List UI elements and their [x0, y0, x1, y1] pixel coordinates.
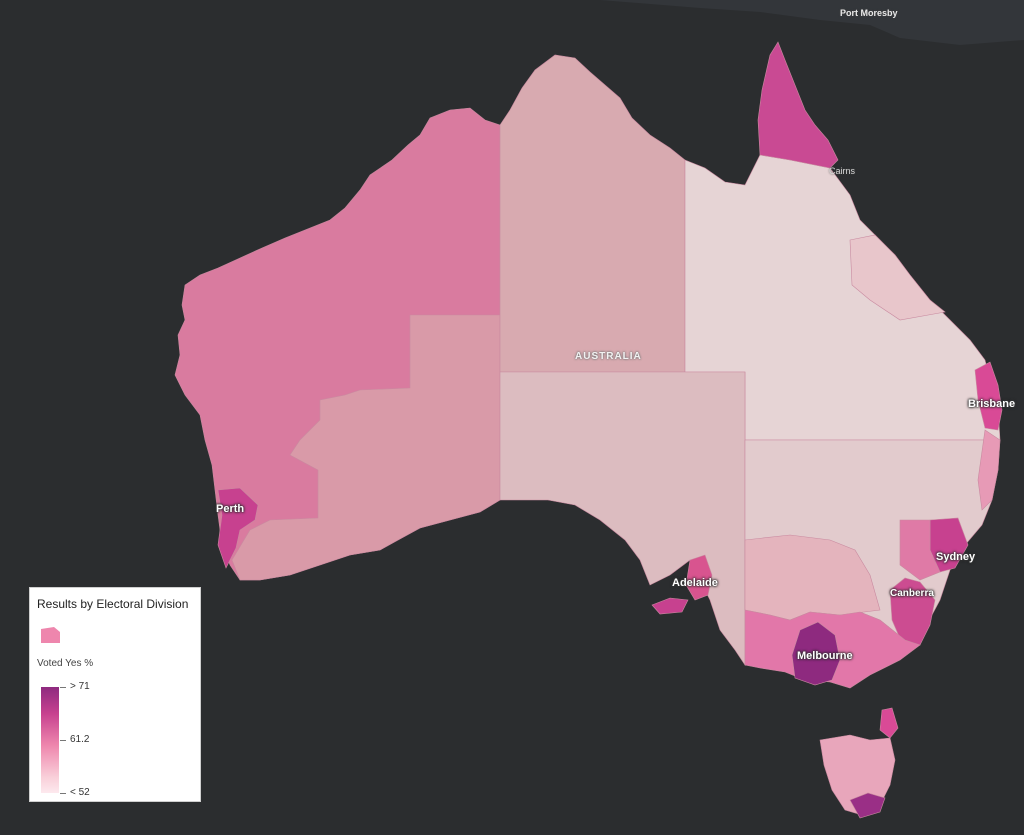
label-canberra: Canberra [890, 588, 934, 599]
legend-max-label: > 71 [70, 681, 90, 692]
region-adelaide[interactable] [685, 554, 713, 601]
label-melbourne: Melbourne [797, 650, 853, 662]
region-melbourne[interactable] [791, 621, 841, 686]
region-nsw-central[interactable] [899, 519, 941, 581]
region-hobart[interactable] [849, 792, 886, 819]
legend-field-label: Voted Yes % [37, 658, 94, 669]
region-tas-north[interactable] [879, 707, 899, 739]
region-south-australia[interactable] [499, 371, 746, 666]
region-kangaroo-island[interactable] [651, 597, 689, 615]
label-australia: AUSTRALIA [575, 351, 642, 362]
region-nsw-north-coast[interactable] [977, 429, 1001, 511]
label-cairns: Cairns [829, 166, 856, 176]
legend-min-label: < 52 [70, 787, 90, 798]
label-sydney: Sydney [936, 551, 976, 563]
label-perth: Perth [216, 503, 245, 515]
new-guinea-landmass [600, 0, 1024, 45]
region-northern-territory[interactable] [499, 54, 686, 373]
legend-polygon-swatch-icon [41, 627, 60, 643]
region-wa-central[interactable] [231, 314, 501, 581]
legend-panel: Results by Electoral Division Voted Yes … [29, 587, 201, 802]
label-port-moresby: Port Moresby [840, 8, 898, 18]
region-canberra[interactable] [889, 577, 936, 651]
region-tasmania[interactable] [819, 734, 896, 816]
legend-tick-mid [60, 740, 66, 741]
legend-tick-max [60, 687, 66, 688]
legend-color-ramp [41, 687, 59, 793]
region-perth[interactable] [217, 487, 259, 569]
region-qld-east[interactable] [849, 234, 946, 321]
label-brisbane: Brisbane [968, 398, 1016, 410]
region-cape-york[interactable] [757, 41, 839, 169]
region-se-queensland[interactable] [974, 361, 1003, 431]
legend-mid-label: 61.2 [70, 734, 90, 745]
legend-title: Results by Electoral Division [37, 597, 189, 611]
label-adelaide: Adelaide [672, 577, 718, 589]
legend-tick-min [60, 793, 66, 794]
